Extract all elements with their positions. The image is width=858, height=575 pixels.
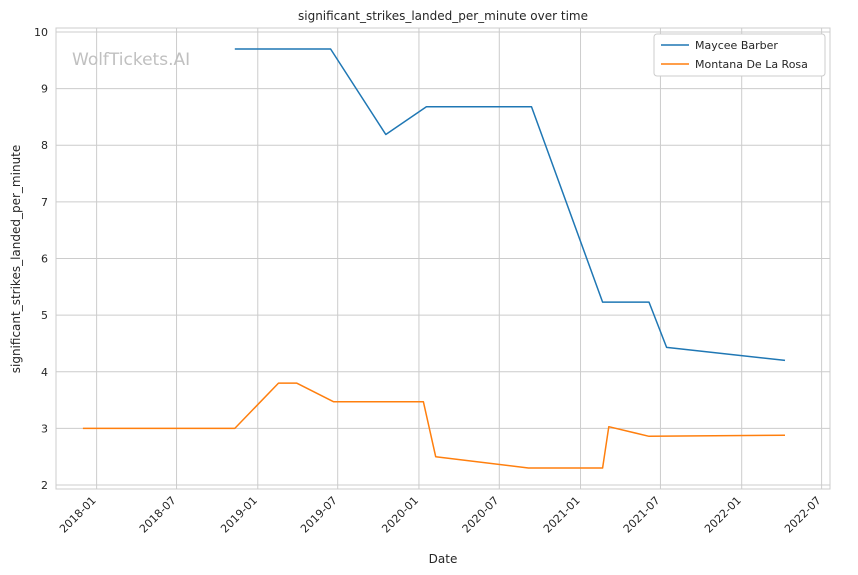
x-tick-label: 2020-07 xyxy=(460,494,502,536)
x-tick-label: 2018-01 xyxy=(57,494,99,536)
y-tick-label: 8 xyxy=(41,139,48,152)
x-tick-label: 2020-01 xyxy=(379,494,421,536)
series-line-maycee-barber xyxy=(234,48,786,362)
grid xyxy=(56,28,830,489)
y-axis-ticks: 2 3 4 5 6 7 8 9 10 xyxy=(34,26,48,492)
y-tick-label: 2 xyxy=(41,479,48,492)
y-tick-label: 5 xyxy=(41,309,48,322)
x-axis-ticks: 2018-01 2018-07 2019-01 2019-07 2020-01 2020-… xyxy=(57,494,824,536)
y-tick-label: 7 xyxy=(41,196,48,209)
x-tick-label: 2021-07 xyxy=(621,494,663,536)
x-tick-label: 2019-07 xyxy=(298,494,340,536)
series-line-montana-de-la-rosa xyxy=(82,382,786,469)
x-tick-label: 2021-01 xyxy=(541,494,583,536)
legend-label-maycee-barber: Maycee Barber xyxy=(695,39,778,52)
y-tick-label: 9 xyxy=(41,83,48,96)
chart-title: significant_strikes_landed_per_minute ov… xyxy=(298,9,588,23)
x-tick-label: 2022-07 xyxy=(782,494,824,536)
series-lines xyxy=(82,48,786,469)
legend: Maycee Barber Montana De La Rosa xyxy=(653,33,826,77)
x-tick-label: 2018-07 xyxy=(137,494,179,536)
watermark: WolfTickets.AI xyxy=(72,50,190,70)
y-tick-label: 10 xyxy=(34,26,48,39)
legend-box xyxy=(653,33,826,77)
x-tick-label: 2019-01 xyxy=(218,494,260,536)
x-axis-label: Date xyxy=(429,552,458,566)
y-tick-label: 3 xyxy=(41,422,48,435)
y-tick-label: 6 xyxy=(41,253,48,266)
y-axis-label: significant_strikes_landed_per_minute xyxy=(9,145,23,374)
y-tick-label: 4 xyxy=(41,366,48,379)
x-tick-label: 2022-01 xyxy=(702,494,744,536)
legend-label-montana-de-la-rosa: Montana De La Rosa xyxy=(695,58,808,71)
